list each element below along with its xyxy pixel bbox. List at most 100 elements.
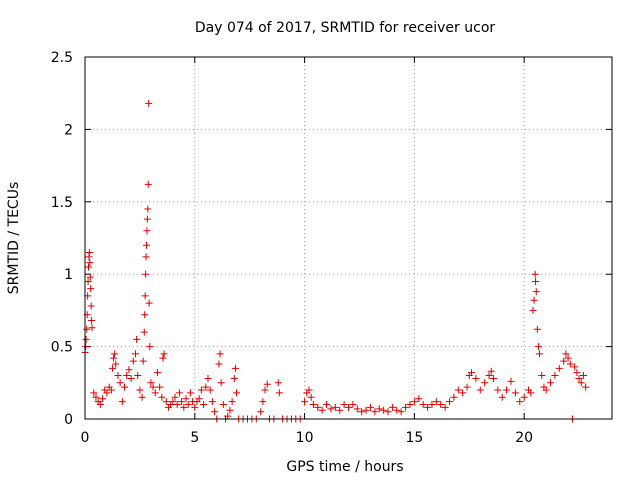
x-tick-label: 20 xyxy=(515,430,533,446)
data-point xyxy=(410,398,418,406)
data-point xyxy=(362,406,370,414)
data-point xyxy=(327,405,335,413)
data-point xyxy=(437,401,445,409)
data-point xyxy=(216,350,224,358)
data-point xyxy=(90,389,98,397)
data-point xyxy=(261,386,269,394)
data-point xyxy=(380,406,388,414)
data-point xyxy=(331,403,339,411)
data-point xyxy=(230,374,238,382)
data-point xyxy=(538,372,546,380)
data-point xyxy=(571,363,579,371)
data-point xyxy=(191,403,199,411)
data-point xyxy=(86,259,94,267)
data-point xyxy=(459,389,467,397)
data-point xyxy=(118,398,126,406)
data-point xyxy=(224,412,232,420)
data-point xyxy=(536,350,544,358)
data-point xyxy=(143,227,151,235)
data-point xyxy=(175,389,183,397)
data-point xyxy=(144,180,152,188)
data-point xyxy=(226,406,234,414)
data-point xyxy=(534,343,542,351)
data-point xyxy=(275,389,283,397)
data-point xyxy=(162,398,170,406)
data-point xyxy=(494,386,502,394)
data-point xyxy=(472,374,480,382)
data-point xyxy=(114,372,122,380)
data-point xyxy=(349,401,357,409)
data-point xyxy=(129,357,137,365)
data-point xyxy=(123,372,131,380)
data-point xyxy=(160,350,168,358)
data-point xyxy=(197,386,205,394)
data-point xyxy=(85,248,93,256)
data-point xyxy=(202,383,210,391)
data-point xyxy=(141,311,149,319)
data-point xyxy=(582,383,590,391)
data-point xyxy=(159,354,167,362)
data-point xyxy=(532,277,540,285)
data-point xyxy=(180,403,188,411)
data-point xyxy=(103,389,111,397)
data-point xyxy=(542,386,550,394)
data-point xyxy=(82,343,90,351)
data-point xyxy=(577,379,585,387)
data-point xyxy=(215,360,223,368)
data-point xyxy=(485,372,493,380)
data-point xyxy=(141,292,149,300)
data-point xyxy=(134,372,142,380)
data-point xyxy=(127,374,135,382)
data-point xyxy=(149,383,157,391)
data-point xyxy=(158,393,166,401)
data-point xyxy=(446,398,454,406)
data-point xyxy=(121,383,129,391)
data-point xyxy=(301,398,309,406)
data-point xyxy=(366,403,374,411)
data-point xyxy=(116,379,124,387)
data-point xyxy=(211,408,219,416)
data-point xyxy=(454,386,462,394)
data-point xyxy=(184,401,192,409)
data-point xyxy=(86,273,94,281)
data-point xyxy=(145,99,153,107)
data-point xyxy=(145,299,153,307)
data-point xyxy=(467,369,475,377)
data-point xyxy=(219,401,227,409)
data-point xyxy=(305,386,313,394)
data-point xyxy=(204,374,212,382)
data-point xyxy=(138,393,146,401)
chart-title: Day 074 of 2017, SRMTID for receiver uco… xyxy=(195,20,496,36)
data-point xyxy=(307,393,315,401)
data-point xyxy=(507,377,515,385)
data-point xyxy=(358,408,366,416)
data-point xyxy=(233,389,241,397)
data-point xyxy=(87,302,95,310)
y-tick-label: 0.5 xyxy=(51,340,73,356)
data-point xyxy=(182,395,190,403)
y-tick-label: 2.5 xyxy=(51,50,73,66)
data-point xyxy=(520,393,528,401)
data-points xyxy=(81,99,590,423)
data-point xyxy=(371,408,379,416)
data-point xyxy=(142,270,150,278)
data-point xyxy=(487,367,495,375)
data-point xyxy=(132,350,140,358)
data-point xyxy=(111,350,119,358)
data-point xyxy=(566,360,574,368)
x-tick-label: 10 xyxy=(296,430,314,446)
data-point xyxy=(133,335,141,343)
data-point xyxy=(340,401,348,409)
data-point xyxy=(231,364,239,372)
data-point xyxy=(171,393,179,401)
data-point xyxy=(92,393,100,401)
data-point xyxy=(481,379,489,387)
data-point xyxy=(88,317,96,325)
data-point xyxy=(424,403,432,411)
data-point xyxy=(147,379,155,387)
data-point xyxy=(432,398,440,406)
x-tick-label: 0 xyxy=(81,430,90,446)
data-point xyxy=(562,350,570,358)
data-point xyxy=(217,379,225,387)
